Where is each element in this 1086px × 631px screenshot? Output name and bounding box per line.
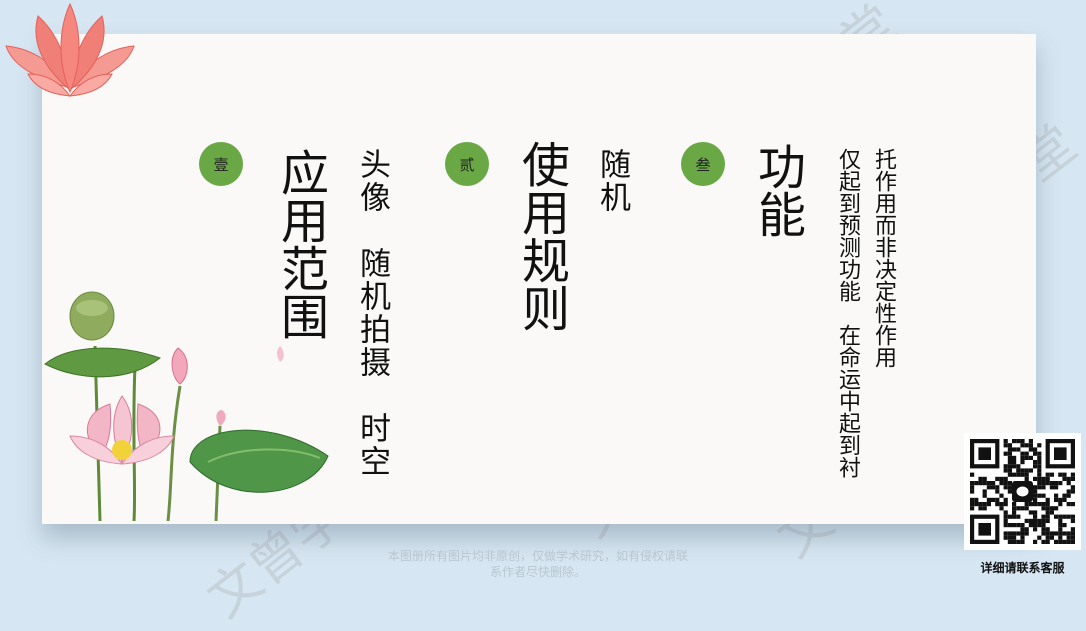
section-2-body: 随机 (594, 148, 630, 214)
section-1-body: 头像 随机拍摄 时空 (354, 148, 390, 478)
qr-code-pattern (970, 439, 1075, 544)
section-1-title: 应用范围 (272, 148, 328, 340)
section-2-title: 使用规则 (513, 140, 569, 332)
section-1-badge: 壹 (199, 142, 243, 186)
section-3-body-col1: 托作用而非决定性作用 (871, 148, 896, 368)
disclaimer: 本图册所有图片均非原创，仅做学术研究，如有侵权请联 系作者尽快删除。 (0, 548, 1086, 580)
section-3-body-col2: 仅起到预测功能 在命运中起到衬 (835, 148, 860, 478)
disclaimer-line-2: 系作者尽快删除。 (489, 565, 586, 579)
qr-code[interactable] (964, 433, 1081, 550)
section-3-title: 功能 (749, 142, 805, 238)
disclaimer-line-1: 本图册所有图片均非原创，仅做学术研究，如有侵权请联 (387, 549, 688, 563)
section-2-badge: 贰 (445, 142, 489, 186)
qr-caption: 详细请联系客服 (980, 561, 1065, 575)
lotus-plant-illustration (44, 291, 329, 522)
section-3-badge: 叁 (681, 142, 725, 186)
lotus-flower-top-illustration (5, 2, 135, 97)
